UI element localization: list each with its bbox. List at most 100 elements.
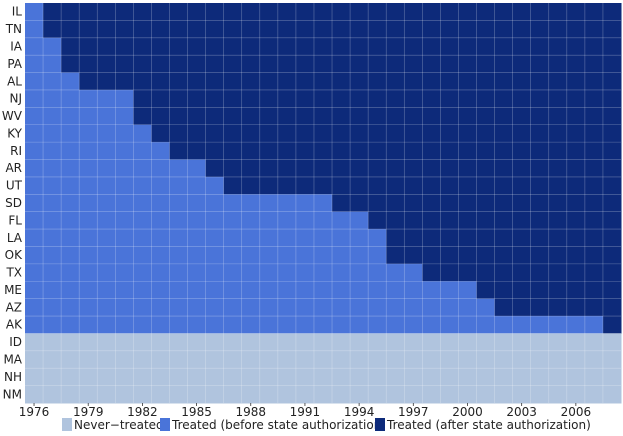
cell-AK-1982 [133,316,152,334]
cell-NJ-1983 [151,89,170,108]
cell-PA-1980 [97,55,116,74]
cell-WV-1993 [332,107,351,126]
cell-IA-1989 [259,37,279,56]
cell-TX-1989 [259,263,279,282]
cell-KY-2005 [548,124,568,143]
cell-AL-1999 [440,72,459,91]
cell-ID-2003 [512,333,532,352]
cell-PA-2007 [584,55,604,74]
cell-ME-1983 [151,281,170,300]
cell-AR-1996 [386,159,405,178]
cell-UT-1981 [115,176,134,195]
y-tick-label-MA: MA [3,353,22,367]
cell-NJ-1997 [404,89,423,108]
cell-AZ-2000 [458,298,478,317]
cell-SD-1979 [79,194,98,213]
x-tick-label-1988: 1988 [235,405,266,419]
cell-KY-1986 [205,124,225,143]
y-tick-label-ID: ID [9,335,22,349]
cell-RI-2002 [494,142,514,161]
cell-IA-1998 [422,37,441,56]
cell-KY-1994 [350,124,369,143]
cell-TN-1992 [313,20,333,39]
cell-IA-1985 [187,37,207,56]
cell-AZ-2002 [494,298,514,317]
cell-IA-1982 [133,37,152,56]
cell-AL-2006 [566,72,586,91]
cell-SD-1999 [440,194,459,213]
cell-ME-1988 [241,281,261,300]
cell-IL-1994 [350,3,369,21]
y-tick-label-IA: IA [10,39,23,53]
cell-WV-1982 [133,107,152,126]
cell-FL-1995 [368,211,387,230]
cell-NM-2006 [566,385,586,404]
cell-OK-1999 [440,246,459,265]
cell-PA-1990 [277,55,297,74]
y-tick-label-ME: ME [4,283,22,297]
cell-FL-1982 [133,211,152,230]
cell-NM-1989 [259,385,279,404]
cell-PA-1996 [386,55,405,74]
cell-LA-1984 [169,229,189,247]
cell-PA-1988 [241,55,261,74]
cell-RI-1991 [295,142,315,161]
cell-IL-1990 [277,3,297,21]
cell-NM-1993 [332,385,351,404]
cell-TN-1981 [115,20,134,39]
cell-TN-2007 [584,20,604,39]
cell-ID-1978 [61,333,80,352]
cell-NM-2008 [602,385,622,404]
cell-LA-1979 [79,229,98,247]
cell-MA-2006 [566,350,586,369]
cell-ID-1977 [43,333,62,352]
cell-SD-2003 [512,194,532,213]
x-tick-label-1997: 1997 [398,405,429,419]
y-tick-label-NH: NH [4,370,22,384]
cell-NJ-1992 [313,89,333,108]
cell-PA-2002 [494,55,514,74]
cell-MA-1998 [422,350,441,369]
y-tick-label-AL: AL [7,74,22,88]
cell-NM-2005 [548,385,568,404]
cell-NJ-1980 [97,89,116,108]
cell-NH-1981 [115,368,134,387]
cell-KY-2007 [584,124,604,143]
cell-AZ-1995 [368,298,387,317]
cell-NH-1976 [25,368,44,387]
cell-RI-1978 [61,142,80,161]
cell-NJ-2005 [548,89,568,108]
cell-IA-2005 [548,37,568,56]
cell-AR-2008 [602,159,622,178]
cell-TX-1976 [25,263,44,282]
cell-IA-1987 [223,37,243,56]
cell-WV-1995 [368,107,387,126]
cell-ID-1984 [169,333,189,352]
y-tick-label-IL: IL [12,5,23,19]
cell-IA-1994 [350,37,369,56]
cell-OK-1980 [97,246,116,265]
cell-IL-1996 [386,3,405,21]
cell-IL-2007 [584,3,604,21]
cell-ID-2006 [566,333,586,352]
cell-UT-1991 [295,176,315,195]
cell-WV-1996 [386,107,405,126]
cell-NM-1977 [43,385,62,404]
cell-TN-2001 [476,20,496,39]
cell-NJ-1999 [440,89,459,108]
y-tick-label-FL: FL [8,213,22,227]
cell-NM-1983 [151,385,170,404]
cell-TX-2005 [548,263,568,282]
cell-ID-2007 [584,333,604,352]
cell-PA-1989 [259,55,279,74]
cell-MA-2004 [530,350,550,369]
cell-UT-1985 [187,176,207,195]
cell-ID-1996 [386,333,405,352]
cell-TN-1990 [277,20,297,39]
cell-AK-1977 [43,316,62,334]
cell-ME-1979 [79,281,98,300]
cell-AL-2005 [548,72,568,91]
cell-UT-1979 [79,176,98,195]
y-tick-label-TX: TX [5,266,22,280]
cell-FL-2002 [494,211,514,230]
